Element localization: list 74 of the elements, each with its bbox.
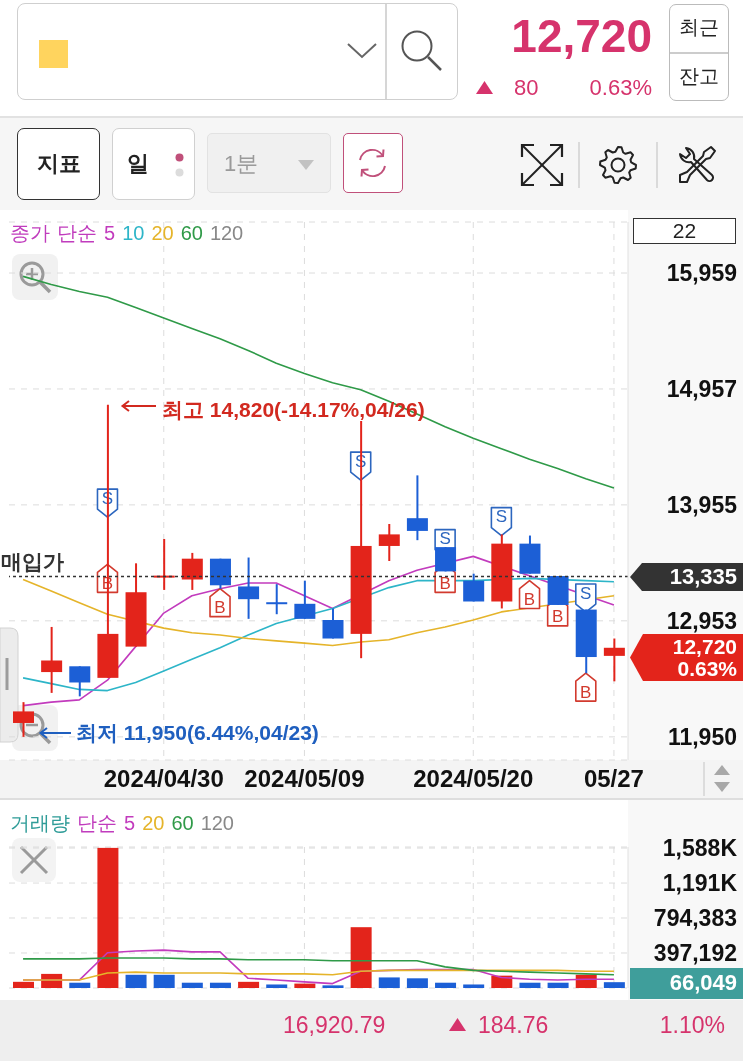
candlestick <box>463 572 485 603</box>
candlestick <box>69 665 91 698</box>
text: B <box>551 607 564 627</box>
bar <box>153 974 175 988</box>
candlestick <box>181 551 203 591</box>
line-series <box>22 969 615 981</box>
bar <box>238 981 260 988</box>
bar <box>97 847 119 988</box>
text: 12,720 <box>672 635 737 658</box>
candlestick <box>406 474 428 542</box>
text: 일 <box>127 151 149 176</box>
text: B <box>214 598 226 618</box>
bar <box>350 927 372 988</box>
candlestick <box>378 522 400 562</box>
text: 12,720 <box>511 10 652 62</box>
text: 지표 <box>36 151 81 176</box>
annotation: 최저 11,950(6.44%,04/23) <box>76 721 319 744</box>
line-series <box>22 957 615 976</box>
text: S <box>580 583 592 603</box>
y-tick-label: 15,959 <box>666 260 737 287</box>
candlestick <box>266 583 288 616</box>
legend: 거래량 단순 5 20 60 120 <box>10 811 234 835</box>
candlestick <box>603 637 625 683</box>
text: B <box>523 590 536 610</box>
legend: 종가 단순 5 10 20 60 120 <box>10 221 244 245</box>
y-tick-label: 14,957 <box>666 375 737 402</box>
text: S <box>439 529 451 549</box>
text: B <box>439 573 451 593</box>
text: 184.76 <box>478 1012 549 1038</box>
text: B <box>580 682 592 702</box>
candlestick <box>294 579 316 620</box>
bar <box>294 983 316 988</box>
text: S <box>495 507 508 527</box>
x-tick-label: 2024/04/30 <box>103 765 224 792</box>
x-tick-label: 2024/05/09 <box>244 765 365 792</box>
text: 80 <box>514 75 539 100</box>
ref-line-label: 매입가 <box>1 549 64 573</box>
bar <box>463 984 485 988</box>
text: 13,335 <box>669 563 737 589</box>
text: 16,920.79 <box>283 1012 386 1038</box>
y-tick-label: 1,191K <box>662 870 738 897</box>
bar <box>378 977 400 988</box>
x-tick-label: 05/27 <box>583 765 644 792</box>
y-tick-label: 397,192 <box>653 940 737 966</box>
bar <box>266 984 288 988</box>
y-tick-label: 12,953 <box>666 607 737 634</box>
counter-box: 22 <box>633 218 736 244</box>
bar <box>435 982 457 988</box>
line-series <box>22 578 615 647</box>
x-tick-label: 2024/05/20 <box>413 765 534 792</box>
bar <box>13 981 34 988</box>
candlestick <box>41 625 63 694</box>
candlestick <box>238 556 260 620</box>
y-tick-label: 13,955 <box>666 491 738 518</box>
bar <box>125 974 147 988</box>
text: 66,049 <box>669 970 737 995</box>
candlestick <box>322 607 344 640</box>
y-tick-label: 794,383 <box>653 904 737 931</box>
text: 최근 <box>678 16 719 38</box>
bar <box>406 978 428 988</box>
text: 잔고 <box>678 65 719 87</box>
bar <box>322 985 344 988</box>
y-tick-label: 11,950 <box>667 723 737 750</box>
text: 1분 <box>224 151 259 176</box>
text: 1.10% <box>659 1012 725 1038</box>
text: 0.63% <box>589 75 652 100</box>
bar <box>181 982 203 988</box>
bar <box>69 982 91 988</box>
text: 0.63% <box>677 657 737 680</box>
bar <box>603 982 625 988</box>
y-tick-label: 1,588K <box>662 835 738 862</box>
bar <box>547 982 569 988</box>
bar <box>209 982 231 988</box>
bar <box>519 982 541 988</box>
